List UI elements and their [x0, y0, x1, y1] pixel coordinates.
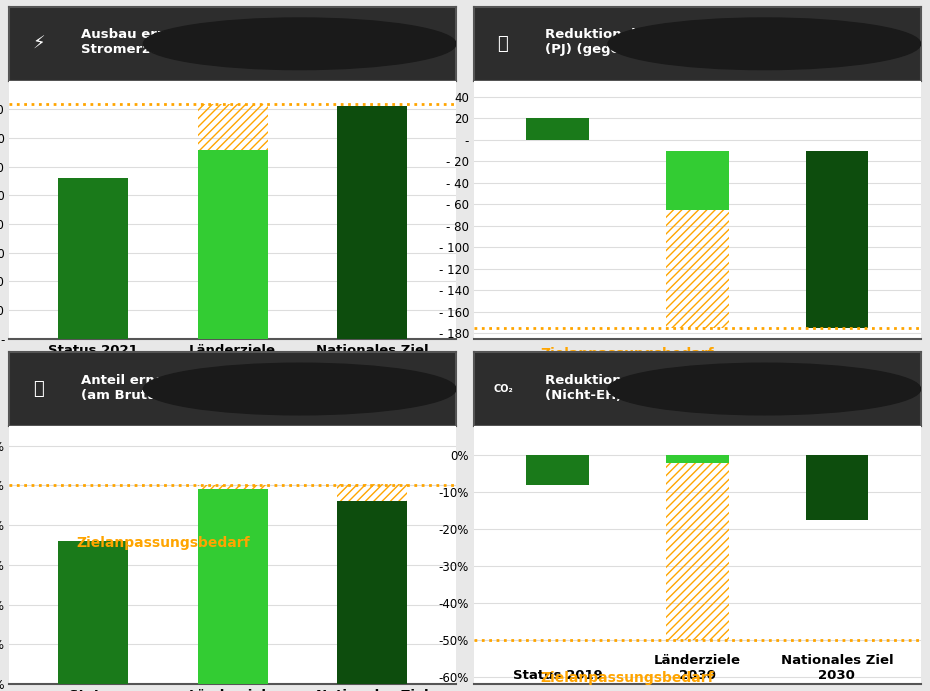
- Bar: [526, 455, 589, 485]
- Text: CO₂: CO₂: [493, 384, 512, 394]
- Text: Zielanpassungsbedarf: Zielanpassungsbedarf: [540, 671, 714, 685]
- Text: Zielanpassungsbedarf: Zielanpassungsbedarf: [76, 536, 249, 550]
- Bar: [198, 486, 268, 489]
- Bar: [805, 151, 869, 328]
- Text: Länderziele
2030: Länderziele 2030: [654, 654, 741, 681]
- Text: 🍃: 🍃: [33, 380, 44, 398]
- Bar: [59, 178, 128, 339]
- Bar: [198, 149, 268, 339]
- Text: Reduktion von Treibhausgasen
(Nicht-EH, gegenüber 2005): Reduktion von Treibhausgasen (Nicht-EH, …: [545, 374, 777, 401]
- Text: Ausbau erneuerbarer
Stromerzeugung (TWh): Ausbau erneuerbarer Stromerzeugung (TWh): [81, 28, 256, 57]
- Bar: [666, 210, 729, 328]
- Bar: [666, 455, 729, 463]
- Bar: [198, 104, 268, 149]
- Text: 💡: 💡: [498, 35, 509, 53]
- Bar: [198, 489, 268, 684]
- Bar: [338, 106, 407, 339]
- Text: Zielanpassungsbedarf: Zielanpassungsbedarf: [540, 348, 714, 361]
- Bar: [338, 484, 407, 502]
- Bar: [666, 463, 729, 640]
- Bar: [666, 151, 729, 210]
- Circle shape: [608, 18, 921, 70]
- Text: ⚡: ⚡: [32, 35, 45, 53]
- Circle shape: [143, 363, 456, 415]
- Bar: [338, 502, 407, 684]
- Circle shape: [608, 363, 921, 415]
- Text: Reduktion des Endenergibedarfs
(PJ) (gegenüber 2015): Reduktion des Endenergibedarfs (PJ) (geg…: [545, 28, 791, 57]
- Bar: [59, 541, 128, 684]
- Bar: [666, 463, 729, 640]
- Text: Status 2019: Status 2019: [512, 668, 603, 681]
- Bar: [526, 118, 589, 140]
- Text: Anteil erneuerbarer Energie
(am Bruttoendenergieverbrauch): Anteil erneuerbarer Energie (am Bruttoen…: [81, 374, 329, 401]
- Circle shape: [143, 18, 456, 70]
- Bar: [805, 455, 869, 520]
- Text: Nationales Ziel
2030: Nationales Ziel 2030: [780, 654, 893, 681]
